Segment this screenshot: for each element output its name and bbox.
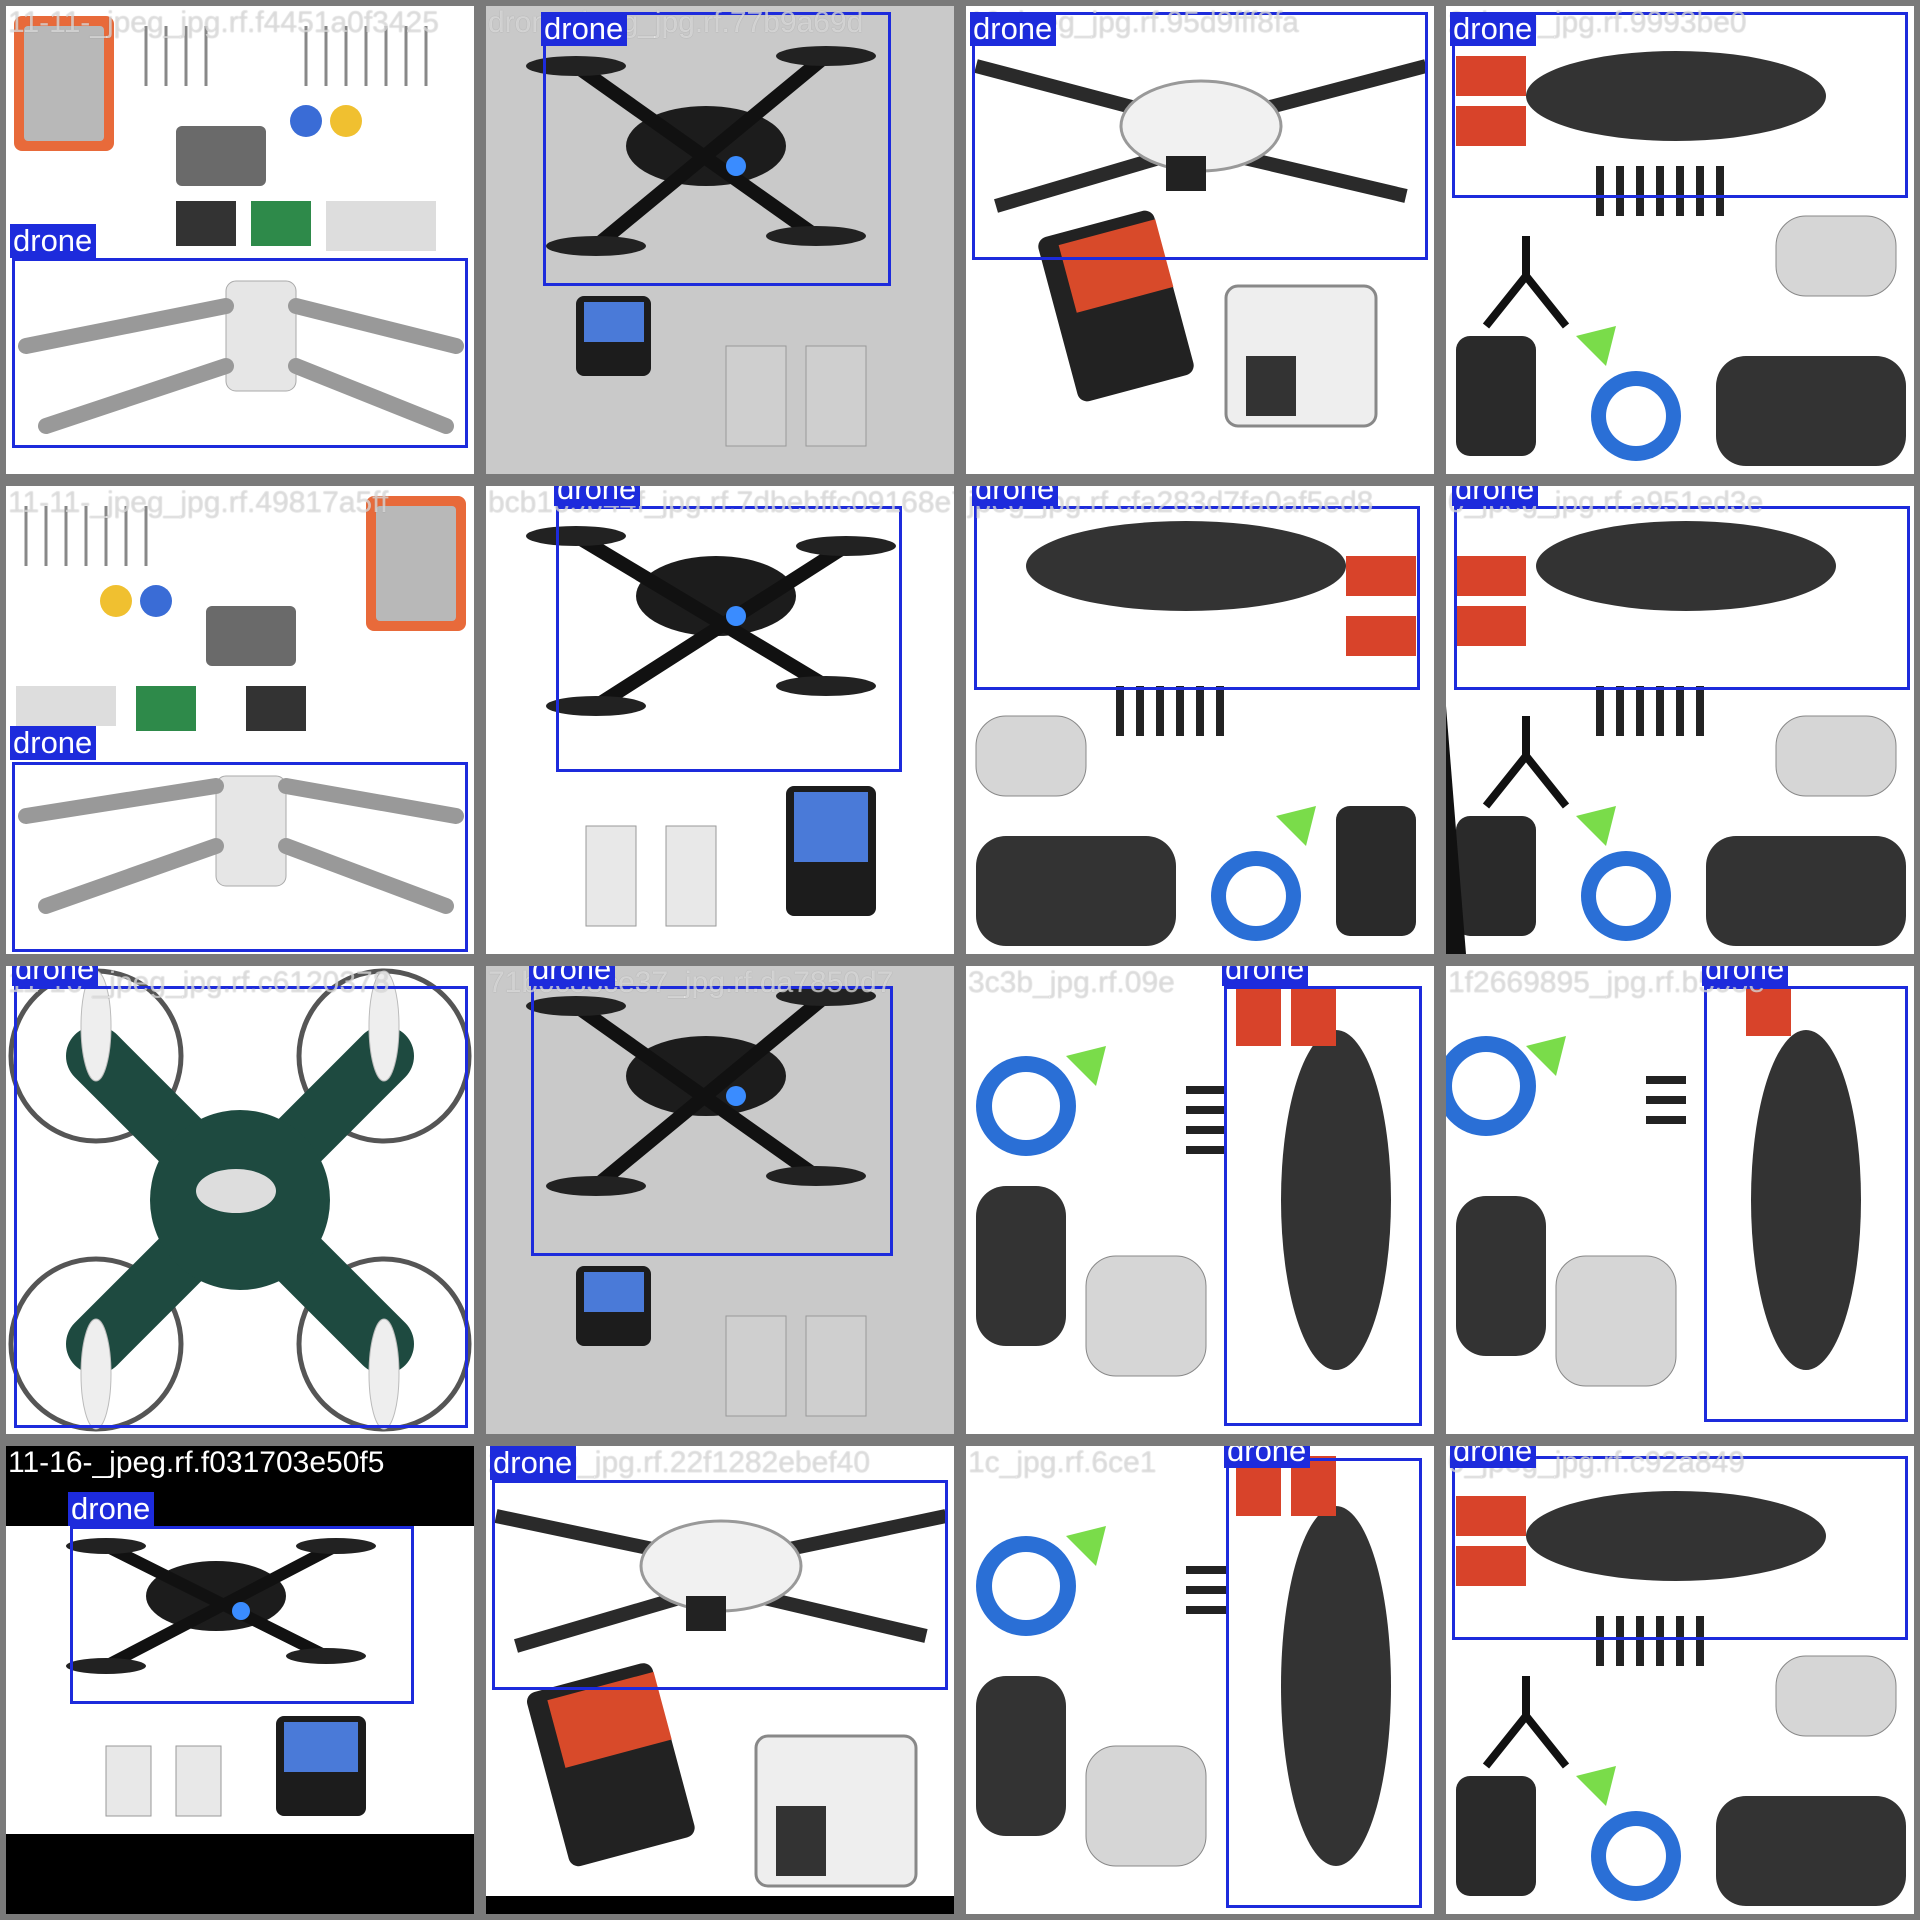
image-tile-5[interactable]: 11-11-_jpeg_jpg.rf.49817a5ff drone — [6, 486, 474, 954]
bounding-box — [12, 258, 468, 448]
fpv-kit-photo — [975, 521, 1416, 946]
class-label: drone — [554, 486, 641, 506]
image-tile-13[interactable]: 11-16-_jpeg.rf.f031703e50f5 drone — [6, 1446, 474, 1914]
image-tile-4[interactable]: 2_jpeg_jpg.rf.9993be0 drone — [1446, 6, 1914, 474]
bounding-box — [1224, 986, 1422, 1426]
class-label: drone — [1452, 486, 1539, 506]
image-tile-16[interactable]: 0_jpeg_jpg.rf.c92a849 drone — [1446, 1446, 1914, 1914]
fpv-kit-rotated-photo — [976, 1456, 1391, 1867]
bounding-box — [972, 12, 1428, 260]
fpv-kit-rotated-photo — [976, 986, 1391, 1377]
bounding-box — [974, 506, 1420, 690]
class-label: drone — [68, 1492, 155, 1526]
bounding-box — [1452, 1456, 1908, 1640]
quadcopter-photo — [526, 526, 896, 927]
bounding-box — [1454, 506, 1910, 690]
bounding-box — [1704, 986, 1908, 1422]
class-label: drone — [972, 486, 1059, 506]
class-label: drone — [10, 726, 97, 760]
tile-filename: 3c3b_jpg.rf.09e — [968, 966, 1175, 999]
bounding-box — [492, 1480, 948, 1690]
fpv-kit-photo — [1456, 1491, 1906, 1906]
foldable-drone-photo — [486, 1509, 954, 1914]
bounding-box — [543, 12, 891, 286]
bounding-box — [531, 986, 893, 1256]
kit-drone-photo — [14, 16, 464, 434]
image-tile-6[interactable]: bcb169b44f_jpg.rf.7dbebffc09168e7 drone — [486, 486, 954, 954]
class-label: drone — [1222, 966, 1309, 986]
image-tile-14[interactable]: 2_jpeg_jpg.rf.22f1282ebef40 drone — [486, 1446, 954, 1914]
bounding-box — [70, 1526, 414, 1704]
fpv-kit-rotated-photo — [1446, 986, 1861, 1387]
image-tile-3[interactable]: 10_jpeg_jpg.rf.95d9fff8fa drone — [966, 6, 1434, 474]
image-tile-9[interactable]: 11-16-_jpeg_jpg.rf.c6120378 drone — [6, 966, 474, 1434]
tile-filename: 11-11-_jpeg_jpg.rf.49817a5ff — [8, 486, 389, 519]
class-label: drone — [12, 966, 99, 986]
kit-drone-photo — [16, 496, 466, 914]
class-label: drone — [1224, 1446, 1311, 1468]
class-label: drone — [1450, 1446, 1537, 1468]
tile-filename: 1c_jpg.rf.6ce1 — [968, 1446, 1157, 1479]
bounding-box — [556, 506, 902, 772]
image-tile-11[interactable]: 3c3b_jpg.rf.09e drone — [966, 966, 1434, 1434]
fpv-kit-photo — [1446, 521, 1906, 954]
toy-drone-photo — [8, 968, 472, 1432]
bounding-box — [1452, 12, 1908, 198]
image-tile-1[interactable]: 11-11-_jpeg_jpg.rf.f4451a0f3425 drone — [6, 6, 474, 474]
quadcopter-photo — [526, 46, 876, 447]
image-tile-15[interactable]: 1c_jpg.rf.6ce1 drone — [966, 1446, 1434, 1914]
image-tile-2[interactable]: drone_jpeg_jpg.rf.77b9a69d drone — [486, 6, 954, 474]
quadcopter-photo — [526, 986, 876, 1417]
fpv-kit-photo — [1456, 51, 1906, 466]
image-tile-8[interactable]: 0_jpeg_jpg.rf.a951ed3e drone — [1446, 486, 1914, 954]
class-label: drone — [529, 966, 616, 986]
tile-filename: 11-11-_jpeg_jpg.rf.f4451a0f3425 — [8, 6, 439, 39]
tile-filename: 11-16-_jpeg.rf.f031703e50f5 — [8, 1446, 385, 1479]
quadcopter-photo — [66, 1538, 376, 1817]
class-label: drone — [1702, 966, 1789, 986]
image-tile-10[interactable]: 71b0c83ce37_jpg.rf.da7850d7 drone — [486, 966, 954, 1434]
bounding-box — [14, 986, 468, 1428]
class-label: drone — [541, 12, 628, 46]
class-label: drone — [970, 12, 1057, 46]
class-label: drone — [10, 224, 97, 258]
class-label: drone — [1450, 12, 1537, 46]
image-tile-12[interactable]: 1f2669895_jpg.rf.b595e drone — [1446, 966, 1914, 1434]
letterbox-bottom — [6, 1834, 474, 1914]
bounding-box — [12, 762, 468, 952]
image-tile-7[interactable]: jpeg_jpg.rf.cfa283d7fa0af5ed8 drone — [966, 486, 1434, 954]
bounding-box — [1226, 1458, 1422, 1908]
class-label: drone — [490, 1446, 577, 1480]
